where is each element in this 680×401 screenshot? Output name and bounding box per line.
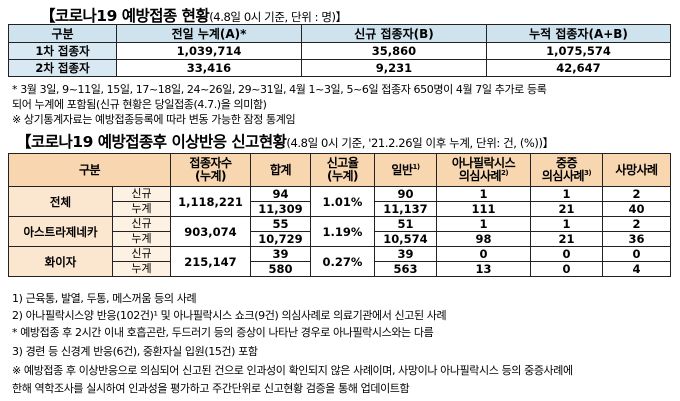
row-kind: 누계 xyxy=(112,231,171,247)
row-label: 2차 접종자 xyxy=(8,59,117,77)
row-label: 1차 접종자 xyxy=(8,42,117,60)
group-name: 전체 xyxy=(8,186,113,217)
cell-severe: 21 xyxy=(530,231,603,247)
cell-death: 0 xyxy=(602,246,671,262)
cell-total: 94 xyxy=(250,186,311,202)
cell-death: 2 xyxy=(602,186,671,202)
row-kind: 신규 xyxy=(112,186,171,202)
cell-total: 55 xyxy=(250,216,311,232)
cell-total: 580 xyxy=(250,261,311,277)
adverse-reaction-title: 【코로나19 예방접종후 이상반응 신고현황(4.8일 0시 기준, '21.2… xyxy=(16,130,554,152)
row-kind: 누계 xyxy=(112,261,171,277)
table-row: 누계 580 563 13 0 4 xyxy=(9,261,671,277)
cell-cum: 1,075,574 xyxy=(486,42,671,60)
header-category: 구분 xyxy=(8,24,117,43)
header-cumulative: 누적 접종자(A+B) xyxy=(486,24,671,43)
cell-rate: 1.01% xyxy=(310,186,375,217)
table-row: 누계 10,729 10,574 98 21 36 xyxy=(9,231,671,247)
header-category: 구분 xyxy=(8,153,171,187)
group-name: 아스트라제네카 xyxy=(8,216,113,247)
cell-new: 35,860 xyxy=(301,42,487,60)
cell-general: 90 xyxy=(374,186,437,202)
footnote-line: * 예방접종 후 2시간 이내 호흡곤란, 두드러기 등의 증상이 나타난 경우… xyxy=(12,326,434,339)
vaccination-status-table: 구분 전일 누계(A)* 신규 접종자(B) 누적 접종자(A+B) 1차 접종… xyxy=(8,24,671,77)
cell-death: 36 xyxy=(602,231,671,247)
cell-total: 10,729 xyxy=(250,231,311,247)
cell-rate: 1.19% xyxy=(310,216,375,247)
footnote-line: 2) 아나필락시스양 반응(102건)¹ 및 아나필락시스 쇼크(9건) 의심사… xyxy=(12,309,447,322)
cell-general: 10,574 xyxy=(374,231,437,247)
cell-severe: 1 xyxy=(530,216,603,232)
row-kind: 신규 xyxy=(112,216,171,232)
cell-anaphylaxis: 1 xyxy=(436,216,531,232)
note-line: 되어 누계에 포함됨(신규 현황은 당일접종(4.7.)을 의미함) xyxy=(12,98,267,111)
footnote-line: 1) 근육통, 발열, 두통, 메스꺼움 등의 사례 xyxy=(12,292,197,305)
cell-vaccinated: 903,074 xyxy=(170,216,251,247)
cell-death: 2 xyxy=(602,216,671,232)
cell-anaphylaxis: 111 xyxy=(436,201,531,217)
header-total: 합계 xyxy=(250,153,311,187)
group-name: 화이자 xyxy=(8,246,113,277)
table-row: 1차 접종자 1,039,714 35,860 1,075,574 xyxy=(8,42,671,60)
table-row: 아스트라제네카 신규 903,074 55 1.19% 51 1 1 2 xyxy=(8,216,671,247)
cell-total: 11,309 xyxy=(250,201,311,217)
cell-severe: 0 xyxy=(530,246,603,262)
header-death: 사망사례 xyxy=(602,153,671,187)
cell-severe: 0 xyxy=(530,261,603,277)
cell-anaphylaxis: 1 xyxy=(436,186,531,202)
title-sub: (4.8일 0시 기준, '21.2.26일 이후 누계, 단위: 건, (%)… xyxy=(286,136,554,150)
header-prev-total: 전일 누계(A)* xyxy=(116,24,302,43)
cell-general: 51 xyxy=(374,216,437,232)
cell-vaccinated: 215,147 xyxy=(170,246,251,277)
row-kind: 누계 xyxy=(112,201,171,217)
footnote-line: 3) 경련 등 신경계 반응(6건), 중환자실 입원(15건) 포함 xyxy=(12,345,258,358)
cell-severe: 1 xyxy=(530,186,603,202)
table-row: 화이자 신규 215,147 39 0.27% 39 0 0 0 xyxy=(8,246,671,277)
row-kind: 신규 xyxy=(112,246,171,262)
header-general: 일반1) xyxy=(374,153,437,187)
adverse-reaction-table: 구분 접종자수 (누계) 합계 신고율 (누계) 일반1) 아나필락시스 의심사례2)… xyxy=(8,153,671,277)
cell-anaphylaxis: 13 xyxy=(436,261,531,277)
cell-general: 11,137 xyxy=(374,201,437,217)
cell-severe: 21 xyxy=(530,201,603,217)
title-main: 【코로나19 예방접종후 이상반응 신고현황 xyxy=(16,133,287,151)
cell-general: 39 xyxy=(374,246,437,262)
cell-prev: 1,039,714 xyxy=(116,42,302,60)
header-anaphylaxis: 아나필락시스 의심사례2) xyxy=(436,153,531,187)
footnote-line: ※ 예방접종 후 이상반응으로 의심되어 신고된 건으로 인과성이 확인되지 않… xyxy=(12,364,573,377)
note-line: ※ 상기통계자료는 예방접종등록에 따라 변동 가능한 잠정 통계임 xyxy=(12,113,296,126)
header-new: 신규 접종자(B) xyxy=(301,24,487,43)
table-header-row: 구분 전일 누계(A)* 신규 접종자(B) 누적 접종자(A+B) xyxy=(8,24,671,43)
cell-new: 9,231 xyxy=(301,59,487,77)
cell-death: 40 xyxy=(602,201,671,217)
cell-anaphylaxis: 98 xyxy=(436,231,531,247)
header-vaccinated: 접종자수 (누계) xyxy=(170,153,251,187)
table-row: 누계 11,309 11,137 111 21 40 xyxy=(9,201,671,217)
footnote-line: 한해 역학조사를 실시하여 인과성을 평가하고 주간단위로 신고현황 검증을 통… xyxy=(12,382,410,395)
cell-general: 563 xyxy=(374,261,437,277)
cell-prev: 33,416 xyxy=(116,59,302,77)
header-rate: 신고율 (누계) xyxy=(310,153,375,187)
cell-vaccinated: 1,118,221 xyxy=(170,186,251,217)
title-sub: (4.8일 0시 기준, 단위 : 명)】 xyxy=(209,10,347,24)
note-line: * 3월 3일, 9~11일, 15일, 17~18일, 24~26일, 29~… xyxy=(12,83,547,96)
table-row: 전체 신규 1,118,221 94 1.01% 90 1 1 2 xyxy=(8,186,671,217)
table-row: 2차 접종자 33,416 9,231 42,647 xyxy=(8,59,671,77)
table-header-row: 구분 접종자수 (누계) 합계 신고율 (누계) 일반1) 아나필락시스 의심사례2)… xyxy=(8,153,671,187)
cell-anaphylaxis: 0 xyxy=(436,246,531,262)
title-main: 【코로나19 예방접종 현황 xyxy=(40,7,210,25)
header-severe: 중증 의심사례3) xyxy=(530,153,603,187)
vaccination-status-title: 【코로나19 예방접종 현황(4.8일 0시 기준, 단위 : 명)】 xyxy=(40,4,347,26)
cell-rate: 0.27% xyxy=(310,246,375,277)
cell-total: 39 xyxy=(250,246,311,262)
cell-cum: 42,647 xyxy=(486,59,671,77)
cell-death: 4 xyxy=(602,261,671,277)
